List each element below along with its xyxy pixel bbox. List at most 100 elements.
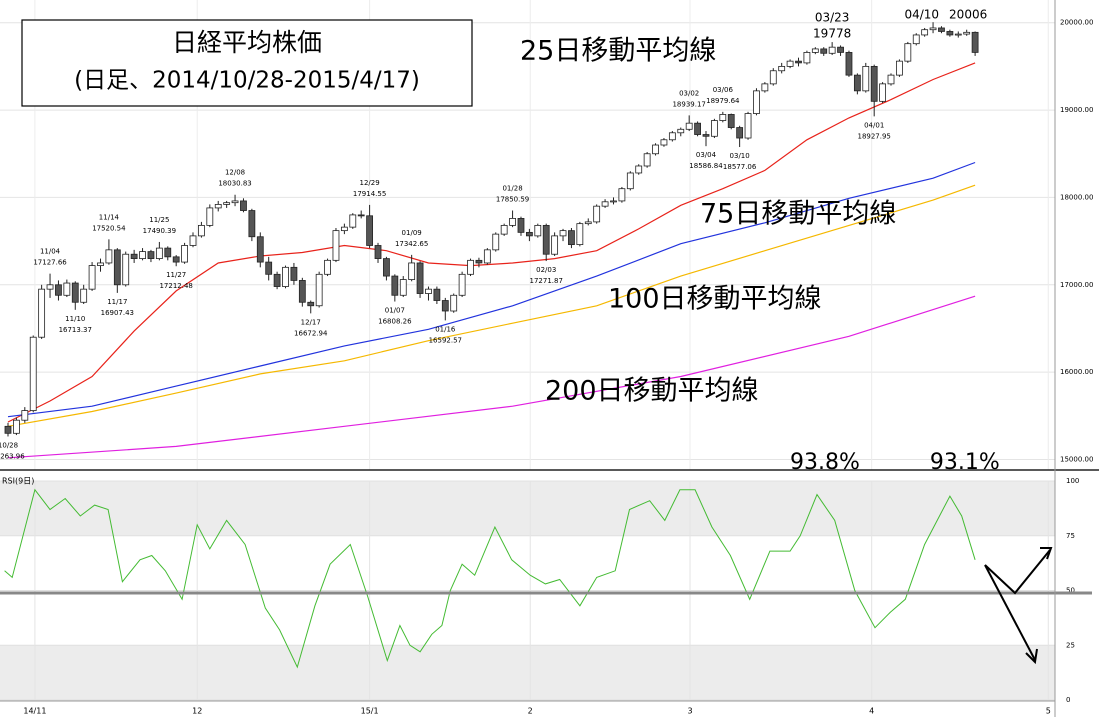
candle-body	[349, 214, 357, 228]
candle-body	[88, 265, 96, 290]
y-tick-label: 17000.00	[1060, 281, 1093, 289]
annotation-value: 17914.55	[353, 190, 386, 198]
candle-body	[307, 301, 315, 307]
x-tick-label: 5	[1046, 707, 1051, 716]
arrow-head	[1040, 547, 1053, 560]
candle-body	[450, 294, 458, 312]
annotation-date: 12/08	[225, 169, 245, 177]
annotation-value: 20006	[949, 8, 987, 22]
candle-body	[837, 46, 844, 53]
candle-body	[685, 122, 693, 130]
candle-body	[273, 273, 281, 287]
candle-body	[198, 224, 205, 237]
y-tick-label: 20000.00	[1060, 19, 1093, 27]
ma-line	[7, 184, 976, 427]
candle-body	[694, 122, 701, 135]
annotation-date: 03/23	[815, 11, 850, 25]
candle-body	[904, 43, 912, 62]
candle-body	[357, 214, 365, 217]
title-box	[21, 19, 473, 107]
candle-body	[399, 279, 407, 296]
candle-body	[130, 253, 138, 259]
candle-body	[542, 224, 550, 255]
annotation-value: 18939.17	[672, 100, 705, 108]
candle-body	[467, 259, 474, 275]
ma-line	[7, 161, 976, 418]
candle-body	[559, 230, 567, 237]
annotation-date: 02/03	[536, 266, 556, 274]
candle-body	[29, 336, 37, 411]
x-tick-label: 14/11	[23, 707, 46, 716]
candle-body	[374, 245, 382, 259]
annotation-date: 01/09	[402, 229, 422, 237]
x-tick-label: 12	[192, 707, 202, 716]
candle-body	[290, 266, 298, 281]
annotation-date: 04/01	[864, 121, 884, 129]
rsi-title: RSI(9日)	[2, 477, 34, 486]
candle-body	[256, 236, 264, 263]
candle-body	[946, 31, 954, 36]
candle-body	[753, 90, 760, 114]
annotation-value: 18030.83	[218, 180, 251, 188]
annotation-label: 93.1%	[930, 450, 1000, 475]
arrow-up	[984, 549, 1051, 595]
candle-body	[879, 83, 887, 102]
annotation-value: 18586.84	[689, 162, 723, 170]
band	[0, 481, 1055, 536]
candle-body	[164, 247, 172, 258]
candle-body	[719, 114, 727, 121]
candle-body	[702, 134, 710, 137]
candle-body	[240, 200, 247, 211]
candle-body	[811, 48, 819, 53]
candle-body	[475, 259, 483, 264]
candle-body	[433, 288, 441, 301]
candle-body	[441, 300, 449, 312]
candle-body	[492, 233, 500, 251]
candle-body	[189, 235, 197, 246]
candle-body	[660, 139, 668, 146]
candle-body	[500, 224, 508, 235]
candle-body	[425, 288, 432, 294]
candle-body	[963, 31, 971, 35]
arrows	[984, 547, 1053, 665]
candle-body	[139, 251, 146, 259]
x-tick-label: 2	[528, 707, 533, 716]
annotation-date: 03/10	[730, 152, 750, 160]
annotation-date: 11/04	[40, 248, 61, 256]
annotation-date: 10/28	[0, 441, 18, 449]
annotation-date: 03/06	[713, 86, 734, 94]
annotation-date: 01/07	[385, 307, 405, 315]
arrow-down	[984, 564, 1036, 661]
candle-body	[105, 249, 113, 264]
ma-line	[7, 295, 976, 459]
candle-body	[921, 29, 929, 36]
y-tick-label: 50	[1066, 587, 1075, 595]
candle-body	[593, 205, 601, 223]
candle-body	[408, 262, 416, 280]
candle-body	[63, 282, 71, 296]
candle-body	[576, 223, 584, 246]
candle-body	[845, 52, 853, 76]
x-tick-label: 15/1	[361, 707, 379, 716]
candle-body	[610, 200, 617, 203]
y-tick-label: 19000.00	[1060, 106, 1093, 114]
annotation-date: 11/27	[166, 271, 186, 279]
annotation-date: 03/02	[679, 89, 699, 97]
candle-body	[366, 215, 374, 246]
candle-body	[4, 425, 12, 434]
annotation-date: 11/14	[99, 213, 120, 221]
candle-body	[332, 230, 340, 261]
candle-body	[458, 273, 466, 296]
y-tick-label: 0	[1066, 696, 1070, 704]
candle-body	[534, 224, 542, 237]
candle-body	[391, 275, 399, 296]
candle-body	[929, 27, 937, 31]
candle-body	[584, 221, 592, 225]
chart-subtitle: (日足、2014/10/28-2015/4/17)	[74, 68, 420, 94]
chart-title: 日経平均株価	[172, 28, 322, 57]
annotation-date: 12/17	[301, 318, 321, 326]
annotation-value: 16592.57	[429, 336, 462, 344]
series-label: 25日移動平均線	[520, 36, 716, 67]
annotation-value: 17212.48	[159, 282, 192, 290]
candle-body	[509, 218, 516, 226]
